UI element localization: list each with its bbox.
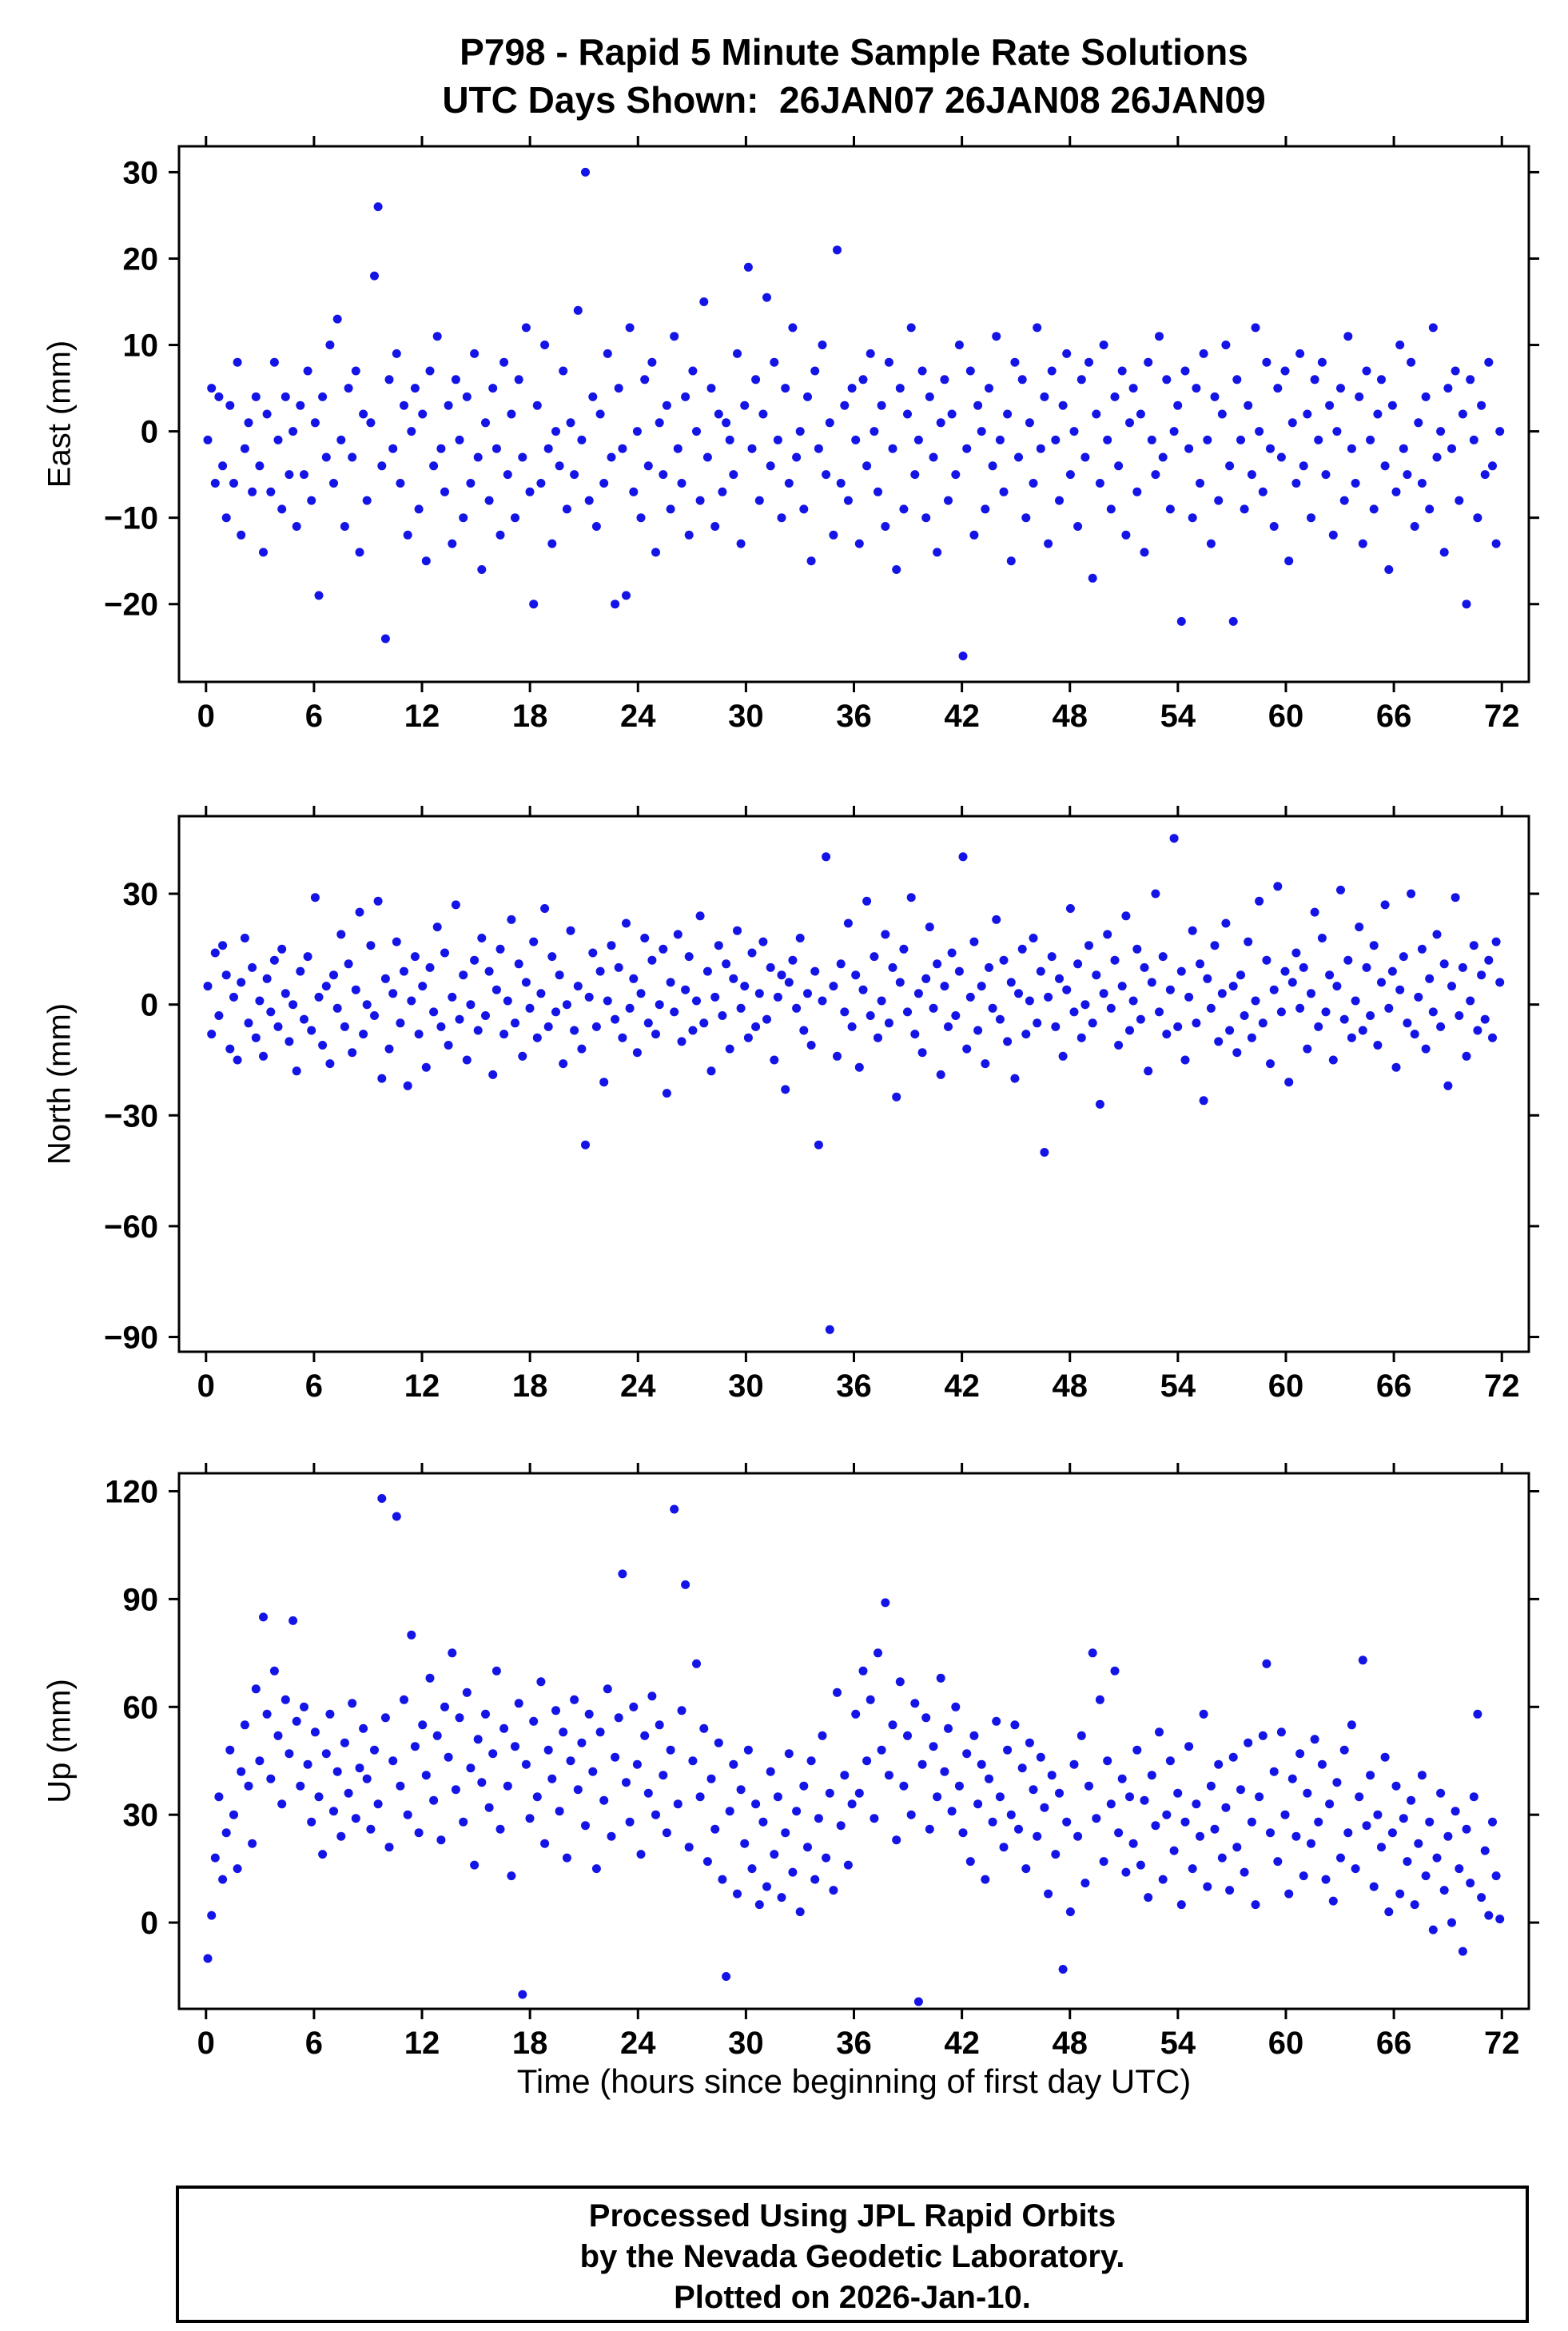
north-x-tick-label: 36 bbox=[836, 1369, 872, 1404]
footer-line-1: Processed Using JPL Rapid Orbits bbox=[588, 2198, 1116, 2233]
east-x-tick-label: 18 bbox=[512, 699, 548, 734]
north-y-tick-label: 30 bbox=[123, 877, 159, 912]
north-x-tick-label: 72 bbox=[1484, 1369, 1520, 1404]
north-x-tick-label: 24 bbox=[620, 1369, 656, 1404]
east-x-tick-label: 0 bbox=[197, 699, 215, 734]
up-y-tick-label: 0 bbox=[141, 1906, 158, 1941]
east-plot: 0 6 12 18 24 30 36 42 48 54 60 66 72 −20 −10 0 10 20 30 bbox=[104, 136, 1539, 734]
east-x-tick-label: 24 bbox=[620, 699, 656, 734]
east-y-tick-label: −10 bbox=[104, 501, 158, 536]
north-x-tick-label: 54 bbox=[1160, 1369, 1196, 1404]
up-x-tick-label: 48 bbox=[1052, 2026, 1088, 2061]
north-y-tick-label: −90 bbox=[104, 1321, 158, 1356]
up-x-tick-label: 0 bbox=[197, 2026, 215, 2061]
up-y-tick-label: 60 bbox=[123, 1690, 159, 1725]
east-x-tick-label: 72 bbox=[1484, 699, 1520, 734]
north-points bbox=[203, 834, 1505, 1334]
east-points bbox=[203, 167, 1505, 661]
east-x-tick-label: 6 bbox=[305, 699, 323, 734]
north-axis-label: North (mm) bbox=[42, 1002, 78, 1166]
north-x-tick-label: 12 bbox=[404, 1369, 440, 1404]
east-frame bbox=[177, 145, 1530, 683]
up-x-tick-label: 24 bbox=[620, 2026, 656, 2061]
east-y-tick-label: −20 bbox=[104, 588, 158, 623]
east-x-tick-label: 42 bbox=[944, 699, 980, 734]
up-x-tick-label: 54 bbox=[1160, 2026, 1196, 2061]
east-x-tick-label: 12 bbox=[404, 699, 440, 734]
east-y-tick-label: 30 bbox=[123, 155, 159, 190]
east-y-tick-label: 0 bbox=[141, 415, 158, 450]
up-x-tick-label: 42 bbox=[944, 2026, 980, 2061]
up-x-tick-label: 60 bbox=[1268, 2026, 1304, 2061]
north-x-tick-label: 0 bbox=[197, 1369, 215, 1404]
up-y-tick-label: 30 bbox=[123, 1798, 159, 1833]
up-points bbox=[203, 1494, 1505, 2006]
up-axis-label: Up (mm) bbox=[42, 1679, 78, 1803]
east-x-tick-label: 54 bbox=[1160, 699, 1196, 734]
north-y-tick-label: −60 bbox=[104, 1209, 158, 1245]
footer-box: Processed Using JPL Rapid Orbits by the … bbox=[176, 2186, 1529, 2323]
east-x-tick-label: 60 bbox=[1268, 699, 1304, 734]
north-y-tick-label: −30 bbox=[104, 1098, 158, 1134]
east-x-tick-label: 30 bbox=[728, 699, 764, 734]
footer-line-2: by the Nevada Geodetic Laboratory. bbox=[579, 2239, 1125, 2274]
north-frame bbox=[177, 815, 1530, 1353]
up-x-tick-label: 72 bbox=[1484, 2026, 1520, 2061]
up-frame bbox=[177, 1472, 1530, 2010]
up-x-tick-label: 12 bbox=[404, 2026, 440, 2061]
east-y-tick-label: 20 bbox=[123, 241, 159, 277]
north-x-tick-label: 48 bbox=[1052, 1369, 1088, 1404]
north-x-tick-label: 42 bbox=[944, 1369, 980, 1404]
up-y-tick-label: 120 bbox=[105, 1474, 158, 1509]
east-axis-label: East (mm) bbox=[42, 340, 78, 488]
plot-title-line1: P798 - Rapid 5 Minute Sample Rate Soluti… bbox=[460, 31, 1248, 73]
north-x-tick-label: 6 bbox=[305, 1369, 323, 1404]
up-x-tick-label: 66 bbox=[1376, 2026, 1412, 2061]
north-x-tick-label: 66 bbox=[1376, 1369, 1412, 1404]
north-x-tick-label: 30 bbox=[728, 1369, 764, 1404]
east-y-tick-label: 10 bbox=[123, 329, 159, 364]
up-x-tick-label: 30 bbox=[728, 2026, 764, 2061]
east-x-tick-label: 66 bbox=[1376, 699, 1412, 734]
east-x-tick-label: 36 bbox=[836, 699, 872, 734]
north-x-tick-label: 60 bbox=[1268, 1369, 1304, 1404]
up-x-tick-label: 36 bbox=[836, 2026, 872, 2061]
x-axis-label: Time (hours since beginning of first day… bbox=[516, 2062, 1192, 2100]
up-y-tick-label: 90 bbox=[123, 1582, 159, 1617]
north-y-tick-label: 0 bbox=[141, 988, 158, 1023]
up-x-tick-label: 6 bbox=[305, 2026, 323, 2061]
up-x-tick-label: 18 bbox=[512, 2026, 548, 2061]
plot-title-line2: UTC Days Shown: 26JAN07 26JAN08 26JAN09 bbox=[442, 79, 1266, 121]
east-x-tick-label: 48 bbox=[1052, 699, 1088, 734]
footer-line-3: Plotted on 2026-Jan-10. bbox=[674, 2280, 1031, 2315]
north-plot: 0 6 12 18 24 30 36 42 48 54 60 66 72 −90 −60 −30 0 30 bbox=[104, 806, 1539, 1404]
north-x-tick-label: 18 bbox=[512, 1369, 548, 1404]
up-plot: 0 6 12 18 24 30 36 42 48 54 60 66 72 0 30 60 90 120 bbox=[105, 1463, 1539, 2061]
